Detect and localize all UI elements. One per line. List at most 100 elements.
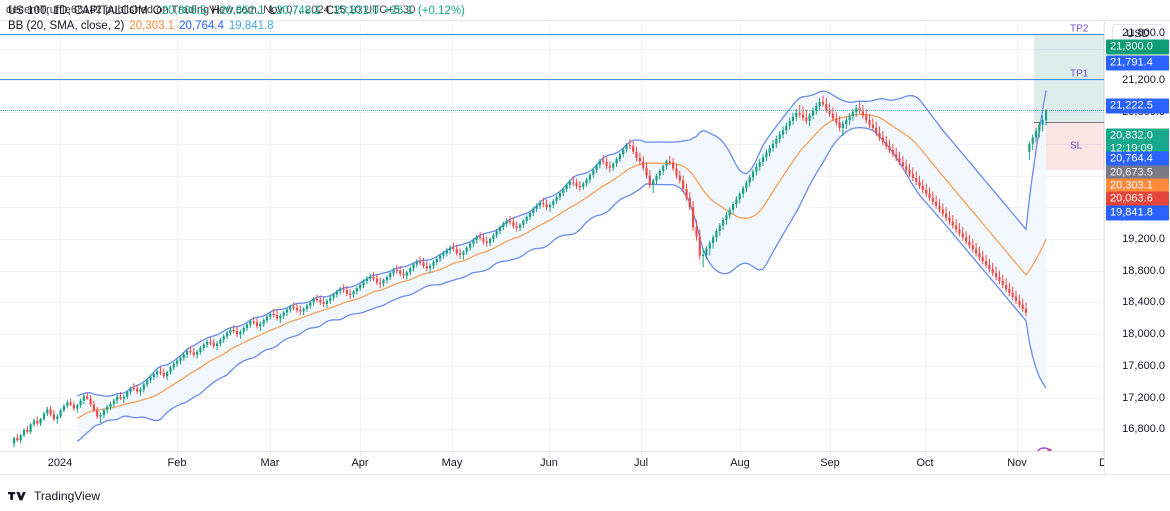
gridline-horizontal — [0, 112, 1104, 114]
entry-line[interactable] — [1034, 122, 1104, 124]
candle-body — [489, 239, 492, 243]
gridline-horizontal — [0, 365, 1104, 367]
candle-body — [182, 354, 185, 358]
candle-body — [39, 418, 42, 424]
price-badge-last-price[interactable]: 20,832.0 — [1106, 128, 1169, 144]
candle-body — [405, 272, 408, 276]
candle-body — [968, 241, 971, 246]
candle-body — [692, 207, 695, 228]
tradingview-logo-icon — [8, 491, 26, 500]
gridline-vertical — [360, 21, 361, 453]
price-badge-tp1-level[interactable]: 21,222.5 — [1106, 98, 1169, 114]
candle-body — [788, 120, 791, 126]
candle-body — [432, 262, 435, 266]
gridline-vertical — [452, 21, 453, 453]
time-tick — [60, 452, 61, 456]
candle-body — [29, 424, 32, 432]
price-badge-entry-price[interactable]: 20,673.5 — [1106, 165, 1169, 181]
candle-body — [302, 308, 305, 312]
candle-body — [1008, 288, 1011, 293]
candle-body — [861, 111, 864, 116]
candle-body — [795, 112, 798, 117]
candle-body — [32, 420, 36, 425]
time-axis-label: 2024 — [47, 457, 73, 469]
time-axis-label: Feb — [167, 457, 187, 469]
candle-body — [798, 112, 801, 115]
candle-body — [1031, 137, 1034, 144]
candle-body — [558, 193, 562, 197]
candle-body — [49, 409, 52, 415]
candle-body — [445, 250, 448, 254]
candle-body — [801, 114, 805, 118]
candle-body — [648, 175, 651, 186]
candle-body — [19, 435, 22, 441]
price-badge-bb-basis[interactable]: 20,764.4 — [1106, 151, 1169, 167]
time-tick — [1017, 452, 1018, 456]
candle-body — [881, 137, 884, 143]
candle-body — [265, 316, 269, 321]
price-badge-bb-upper[interactable]: 20,303.1 — [1106, 178, 1169, 194]
candle-body — [289, 306, 292, 310]
price-tick-label: 19,200.0 — [1122, 233, 1165, 245]
bb-lower-line — [76, 126, 1047, 442]
price-badge-tp2-price[interactable]: 21,800.0 — [1106, 39, 1169, 55]
gridline-horizontal — [0, 175, 1104, 177]
candle-body — [981, 257, 984, 262]
candle-body — [588, 174, 591, 180]
candle-body — [329, 297, 332, 301]
price-tick-label: 18,400.0 — [1122, 296, 1165, 309]
gridline-horizontal — [0, 397, 1104, 399]
gridline-vertical — [830, 21, 831, 453]
candle-body — [542, 202, 545, 205]
candle-body — [292, 306, 295, 308]
time-axis-label: Sep — [820, 457, 840, 469]
candle-body — [206, 342, 209, 345]
candle-body — [818, 101, 821, 106]
time-axis-label: Aug — [730, 457, 750, 469]
candle-body — [226, 332, 229, 337]
gridline-horizontal — [0, 270, 1104, 272]
candle-body — [718, 225, 721, 231]
price-badge-bb-lower[interactable]: 19,841.8 — [1106, 205, 1169, 221]
candle-body — [528, 212, 532, 217]
currency-button[interactable]: USD — [1112, 24, 1164, 44]
candle-body — [911, 174, 914, 178]
price-badge-stop-level[interactable]: 20,063.6 — [1106, 191, 1169, 207]
candle-body — [748, 177, 751, 183]
candle-body — [738, 193, 741, 200]
candle-body — [775, 139, 778, 144]
candle-body — [126, 392, 129, 397]
price-badge-tp2-level[interactable]: 21,791.4 — [1106, 55, 1169, 71]
candle-body — [159, 371, 162, 373]
candle-body — [602, 160, 605, 163]
candle-body — [598, 160, 601, 166]
candle-body — [998, 277, 1001, 281]
candle-body — [898, 158, 901, 163]
gridline-vertical — [177, 21, 178, 453]
candle-body — [392, 269, 395, 274]
candle-body — [628, 145, 631, 147]
candle-body — [791, 116, 795, 121]
candle-body — [192, 352, 195, 355]
level-line-tp2[interactable] — [0, 33, 1104, 35]
level-line-tp1[interactable] — [0, 78, 1104, 80]
time-axis-label: Apr — [351, 457, 369, 469]
price-series — [12, 90, 1048, 448]
candle-body — [259, 323, 262, 327]
level-tag-tp1: TP1 — [1070, 68, 1089, 80]
gridline-vertical — [270, 21, 271, 453]
candle-body — [518, 224, 522, 228]
price-tick-label: 18,000.0 — [1122, 328, 1165, 341]
chart-frame: TP2 TP1 SL 2024 Feb Mar — [0, 20, 1170, 475]
candle-body — [395, 269, 398, 272]
price-axis[interactable]: USD 21,800.021,600.021,200.020,800.020,4… — [1104, 21, 1170, 474]
candle-body — [402, 273, 405, 276]
candle-body — [146, 380, 149, 385]
plot-area[interactable]: TP2 TP1 SL — [0, 21, 1104, 453]
candle-body — [925, 189, 928, 194]
candle-body — [632, 146, 635, 152]
candle-body — [901, 162, 904, 167]
candle-body — [875, 128, 878, 133]
gridline-vertical — [925, 21, 926, 453]
time-axis[interactable]: 2024 Feb Mar Apr May Jun Jul Aug Sep Oct Nov D — [0, 451, 1107, 474]
